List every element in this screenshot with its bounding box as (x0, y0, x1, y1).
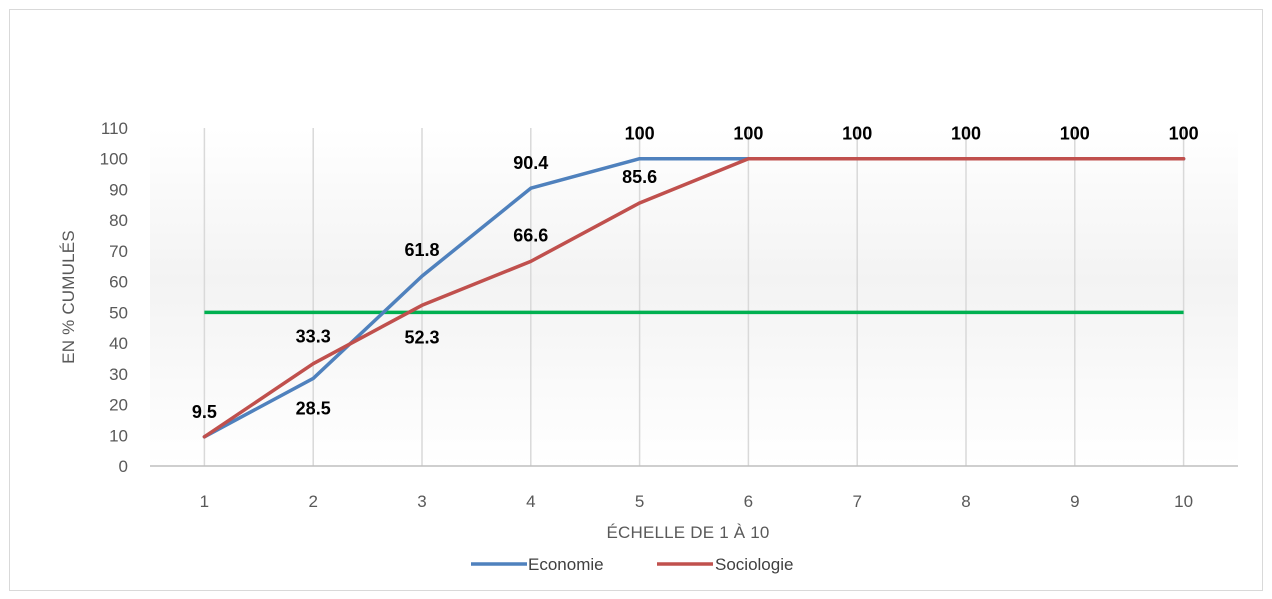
data-label-economie-7: 100 (842, 124, 872, 144)
data-label-economie-10: 100 (1169, 124, 1199, 144)
series-line-sociologie (202, 156, 1186, 439)
y-tick-0: 0 (119, 457, 128, 476)
data-label-economie-9: 100 (1060, 124, 1090, 144)
data-label-sociologie-5: 85.6 (622, 167, 657, 187)
legend: Economie Sociologie (471, 555, 793, 574)
x-tick-4: 4 (526, 492, 535, 511)
x-tick-7: 7 (852, 492, 861, 511)
y-tick-30: 30 (109, 365, 128, 384)
y-tick-50: 50 (109, 303, 128, 322)
x-axis-title: ÉCHELLE DE 1 À 10 (606, 523, 769, 542)
x-tick-2: 2 (308, 492, 317, 511)
x-axis-ticks: 1 2 3 4 5 6 7 8 9 10 (200, 492, 1193, 511)
data-label-sociologie-2: 33.3 (296, 327, 331, 347)
plot-background (150, 128, 1238, 466)
y-axis-title: EN % CUMULÉS (59, 230, 78, 364)
y-tick-60: 60 (109, 273, 128, 292)
line-chart: 0 10 20 30 40 50 60 70 80 90 100 110 1 2 3 4 5 6 7 8 9 10 9.… (59, 119, 1238, 574)
x-tick-3: 3 (417, 492, 426, 511)
x-tick-9: 9 (1070, 492, 1079, 511)
plot-area (150, 128, 1238, 466)
y-tick-20: 20 (109, 396, 128, 415)
x-tick-1: 1 (200, 492, 209, 511)
y-tick-10: 10 (109, 426, 128, 445)
y-axis-ticks: 0 10 20 30 40 50 60 70 80 90 100 110 (100, 119, 128, 476)
data-label-economie-6: 100 (733, 124, 763, 144)
data-label-sociologie-4: 66.6 (513, 225, 548, 245)
x-tick-10: 10 (1174, 492, 1193, 511)
data-label-economie-4: 90.4 (513, 153, 548, 173)
y-tick-110: 110 (101, 119, 128, 138)
legend-label-sociologie: Sociologie (715, 555, 793, 574)
data-label-economie-3: 61.8 (404, 240, 439, 260)
vertical-gridlines (203, 128, 1185, 466)
data-label-economie-8: 100 (951, 124, 981, 144)
data-label-economie-5: 100 (625, 124, 655, 144)
y-tick-40: 40 (109, 334, 128, 353)
y-tick-80: 80 (109, 211, 128, 230)
data-label-economie-1: 9.5 (192, 402, 217, 422)
data-label-sociologie-3: 52.3 (404, 327, 439, 347)
data-labels: 9.5 28.5 61.8 90.4 100 100 100 100 100 100 33.3 52.… (192, 124, 1199, 422)
data-label-economie-2: 28.5 (296, 398, 331, 418)
y-tick-90: 90 (109, 180, 128, 199)
chart-frame: 0 10 20 30 40 50 60 70 80 90 100 110 1 2 3 4 5 6 7 8 9 10 9.… (9, 9, 1263, 591)
x-tick-6: 6 (744, 492, 753, 511)
y-tick-100: 100 (100, 150, 128, 169)
series-lines (202, 156, 1186, 439)
x-tick-5: 5 (635, 492, 644, 511)
y-tick-70: 70 (109, 242, 128, 261)
legend-label-economie: Economie (528, 555, 604, 574)
x-tick-8: 8 (961, 492, 970, 511)
